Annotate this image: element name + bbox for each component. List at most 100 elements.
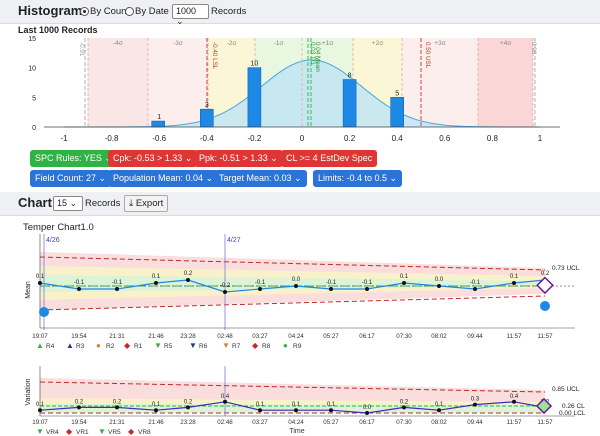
var-point [115, 405, 119, 410]
mean-value-label: -0.1 [112, 280, 123, 286]
histogram-bar [390, 97, 405, 128]
legend-label: VR4 [46, 429, 59, 436]
legend-label: R6 [199, 343, 208, 350]
mean-point [223, 290, 227, 294]
time-label: 08:02 [431, 333, 447, 340]
time-label: 03:27 [252, 419, 268, 426]
y-tick-label: 5 [32, 95, 36, 102]
var-ucl-label: 0.85 UCL [552, 386, 580, 393]
x-tick-label: 0.8 [487, 134, 499, 143]
legend-icon: ▼ [222, 341, 230, 350]
legend-icon: ◆ [124, 341, 131, 350]
bar-label: 5 [395, 90, 399, 97]
spc-button-1[interactable]: Cpk: -0.53 > 1.33 ⌄ [108, 150, 198, 167]
mean-point [365, 287, 369, 291]
time-label: 19:54 [71, 333, 87, 340]
stat-button-3[interactable]: Limits: -0.4 to 0.5 ⌄ [313, 170, 403, 187]
x-tick-label: 1 [538, 134, 543, 143]
stat-button-1[interactable]: Population Mean: 0.04 ⌄ [108, 170, 219, 187]
time-label: 07:30 [396, 333, 412, 340]
date-label: 4/26 [46, 237, 60, 244]
var-value-label: 0.1 [327, 402, 336, 408]
time-label: 02:48 [217, 333, 233, 340]
legend-icon: ● [96, 341, 101, 350]
blue-dot [540, 301, 550, 311]
y-tick-label: 0 [32, 125, 36, 132]
x-tick-label: -0.8 [105, 134, 119, 143]
legend-label: R9 [293, 343, 302, 350]
spec-line-label: 0.03 TG [309, 42, 316, 65]
control-chart: 4/26 4/27 0.73 UCL Mean 0.1 -0.1 -0.1 0.1 0.2 -0.… [25, 234, 586, 436]
spc-button-2[interactable]: Ppk: -0.51 > 1.33 ⌄ [194, 150, 283, 167]
time-axis-label: Time [289, 428, 304, 435]
export-button[interactable]: ⤓ Export [124, 195, 169, 212]
chart-title: Chart [18, 195, 52, 210]
mean-point [294, 284, 298, 288]
chart-records-label: Records [85, 198, 121, 209]
mean-value-label: 0.0 [292, 277, 301, 283]
stat-button-0[interactable]: Field Count: 27 ⌄ [30, 170, 112, 187]
legend-label: VR1 [76, 429, 89, 436]
ucl-label: 0.73 UCL [552, 265, 580, 272]
sigma-band [478, 38, 533, 127]
bar-label: 10 [251, 61, 259, 68]
mean-value-label: -0.1 [362, 280, 373, 286]
time-label: 11:57 [506, 333, 522, 340]
histogram-bar [342, 79, 357, 128]
x-tick-label: 0.4 [392, 134, 404, 143]
var-value-label: 0.3 [471, 397, 480, 403]
var-value-label: 0.0 [363, 405, 372, 411]
var-value-label: 0.1 [292, 402, 301, 408]
mean-value-label: 0.1 [152, 274, 161, 280]
time-label: 11:57 [537, 333, 553, 340]
var-point [154, 408, 158, 413]
var-value-label: 0.2 [184, 399, 193, 405]
var-ucl-line [39, 381, 546, 393]
var-point [437, 408, 441, 413]
spc-button-3[interactable]: CL >= 4 EstDev Spec [281, 150, 378, 167]
by-date-radio[interactable]: By Date [125, 6, 169, 17]
var-value-label: 0.4 [510, 394, 519, 400]
bar-label: 8 [348, 73, 352, 80]
var-value-label: 0.1 [256, 402, 265, 408]
legend-icon: ▲ [66, 341, 74, 350]
var-value-label: 0.4 [221, 394, 230, 400]
by-count-radio[interactable]: By Count [80, 6, 129, 17]
mean-point [186, 278, 190, 282]
legend-icon: ◆ [128, 427, 135, 436]
mean-point [258, 287, 262, 291]
mean-point [473, 287, 477, 291]
legend-label: VR5 [108, 429, 121, 436]
mean-point [77, 287, 81, 291]
blue-dot [39, 307, 49, 317]
chart-records-select[interactable]: 15 ⌄ [53, 196, 83, 211]
legend-icon: ◆ [252, 341, 259, 350]
stat-button-2[interactable]: Target Mean: 0.03 ⌄ [214, 170, 307, 187]
spec-line-label: -0.91 [78, 42, 85, 57]
y-tick-label: 15 [28, 36, 36, 43]
spec-line-label: -0.40 LSL [211, 42, 218, 70]
mean-point [402, 281, 406, 285]
spec-line-label: 0.98 [530, 42, 537, 55]
time-label: 06:17 [359, 333, 375, 340]
mean-lcl-line [39, 295, 546, 311]
sigma-label: +1σ [322, 40, 333, 47]
x-tick-label: 0.6 [439, 134, 451, 143]
mean-point [115, 287, 119, 291]
time-label: 19:07 [32, 333, 48, 340]
var-point [329, 408, 333, 413]
x-tick-label: -0.2 [248, 134, 262, 143]
var-lcl-label: 0.00 LCL [559, 410, 586, 417]
x-tick-label: -0.4 [200, 134, 214, 143]
histogram-header: Histogram By Count By Date 1000 ⌄ Record… [0, 0, 600, 26]
histogram-records-select[interactable]: 1000 ⌄ [172, 4, 209, 26]
var-point [77, 405, 81, 410]
time-label: 02:48 [217, 419, 233, 426]
histogram-subtitle: Last 1000 Records [18, 25, 98, 35]
spc-button-0[interactable]: SPC Rules: YES ⌄ [30, 150, 117, 167]
var-value-label: 0.1 [152, 402, 161, 408]
histogram-bar [151, 120, 165, 128]
sigma-band [148, 38, 208, 127]
x-tick-label: -0.6 [152, 134, 166, 143]
